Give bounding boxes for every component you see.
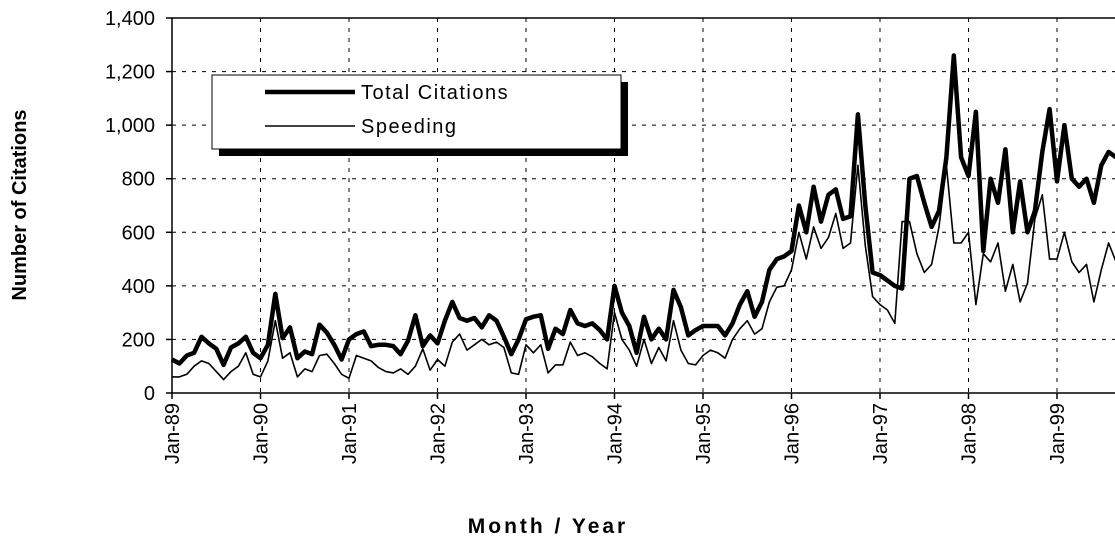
series-line bbox=[172, 164, 1115, 381]
x-tick-label: Jan-92 bbox=[428, 403, 450, 464]
y-tick-label: 0 bbox=[144, 383, 155, 405]
y-tick-label: 1,200 bbox=[105, 62, 155, 84]
x-tick-label: Jan-91 bbox=[339, 403, 361, 464]
x-axis-title: Month / Year bbox=[468, 515, 628, 538]
y-tick-label: 1,400 bbox=[105, 8, 155, 30]
y-tick-label: 1,000 bbox=[105, 115, 155, 137]
x-tick-label: Jan-97 bbox=[870, 403, 892, 464]
x-tick-label: Jan-94 bbox=[605, 403, 627, 464]
x-tick-label: Jan-96 bbox=[782, 403, 804, 464]
y-tick-label: 400 bbox=[122, 276, 155, 298]
legend-label: Speeding bbox=[361, 116, 458, 138]
plot-frame bbox=[171, 17, 1115, 394]
series-line bbox=[170, 53, 1115, 368]
y-tick-label: 600 bbox=[122, 222, 155, 244]
y-axis-title: Number of Citations bbox=[9, 109, 31, 300]
x-tick-label: Jan-93 bbox=[516, 403, 538, 464]
x-tick-label: Jan-95 bbox=[693, 403, 715, 464]
legend-label: Total Citations bbox=[361, 82, 509, 104]
x-tick-label: Jan-89 bbox=[162, 403, 184, 464]
y-tick-label: 200 bbox=[122, 329, 155, 351]
x-tick-label: Jan-99 bbox=[1047, 403, 1069, 464]
x-tick-label: Jan-90 bbox=[251, 403, 273, 464]
legend-box bbox=[211, 74, 622, 150]
y-tick-label: 800 bbox=[122, 169, 155, 191]
x-tick-label: Jan-98 bbox=[959, 403, 981, 464]
